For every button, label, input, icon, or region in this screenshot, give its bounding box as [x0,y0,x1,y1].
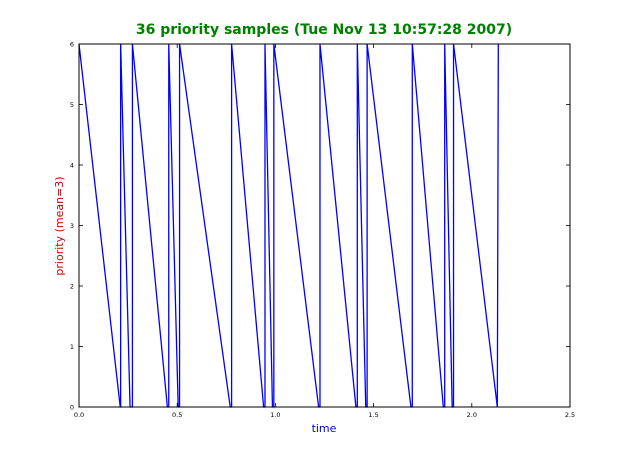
y-tick-label: 3 [70,222,74,230]
x-tick-label: 0.0 [74,411,84,419]
chart-title: 36 priority samples (Tue Nov 13 10:57:28… [136,22,512,38]
x-tick-label: 1.0 [270,411,280,419]
x-ticks: 0.0 0.5 1.0 1.5 2.0 2.5 [74,44,575,419]
y-tick-label: 6 [70,41,74,49]
plot-area: 0.0 0.5 1.0 1.5 2.0 2.5 0 1 2 3 4 5 6 [70,41,575,420]
x-tick-label: 2.5 [565,411,575,419]
x-tick-label: 1.5 [368,411,378,419]
series-layer [78,43,499,408]
y-tick-label: 0 [70,404,74,412]
x-axis-label: time [312,422,337,435]
y-tick-label: 1 [70,343,74,351]
series-line-0 [78,43,499,408]
x-tick-label: 0.5 [172,411,182,419]
x-tick-label: 2.0 [467,411,477,419]
y-ticks: 0 1 2 3 4 5 6 [70,41,570,412]
y-tick-label: 2 [70,283,74,291]
y-tick-label: 5 [70,101,74,109]
y-axis-label: priority (mean=3) [53,176,66,275]
axes-frame [78,43,571,408]
y-tick-label: 4 [70,162,74,170]
